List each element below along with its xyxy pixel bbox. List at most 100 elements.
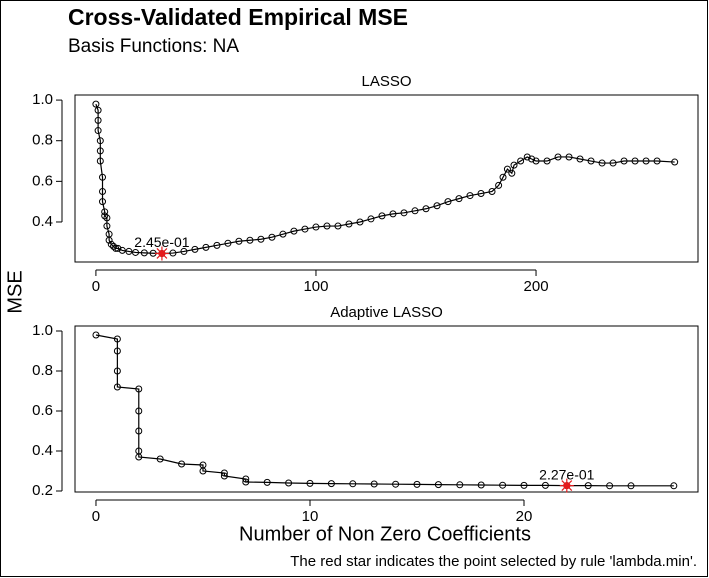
data-point — [413, 480, 421, 488]
data-point — [543, 157, 551, 165]
data-point — [246, 236, 254, 244]
data-point — [444, 198, 452, 206]
data-point — [135, 453, 143, 461]
data-point — [135, 407, 143, 415]
data-point — [620, 157, 628, 165]
data-point — [99, 198, 107, 206]
data-point — [94, 106, 102, 114]
data-point — [101, 212, 109, 220]
data-point — [517, 157, 525, 165]
data-point — [220, 469, 228, 477]
data-point — [422, 205, 430, 213]
panel-title: LASSO — [361, 73, 411, 90]
data-point — [279, 230, 287, 238]
data-point — [532, 157, 540, 165]
data-point — [400, 209, 408, 217]
data-point — [510, 161, 518, 169]
data-point — [113, 347, 121, 355]
data-point — [370, 480, 378, 488]
data-point — [118, 246, 126, 254]
data-point — [103, 222, 111, 230]
data-point — [191, 245, 199, 253]
data-point — [301, 225, 309, 233]
x-tick-label: 100 — [303, 278, 328, 295]
data-point — [285, 479, 293, 487]
data-point — [242, 475, 250, 483]
data-point — [378, 212, 386, 220]
data-point — [356, 218, 364, 226]
data-point — [434, 481, 442, 489]
data-point — [345, 220, 353, 228]
data-point — [523, 153, 531, 161]
data-point — [202, 243, 210, 251]
data-point — [113, 335, 121, 343]
data-point — [456, 481, 464, 489]
y-tick-label: 0.6 — [32, 172, 53, 189]
y-tick-label: 0.8 — [32, 362, 53, 379]
data-point — [576, 155, 584, 163]
data-point — [101, 208, 109, 216]
data-point — [653, 157, 661, 165]
data-point — [598, 159, 606, 167]
data-point — [554, 153, 562, 161]
x-tick-label: 20 — [516, 508, 533, 525]
data-point — [220, 472, 228, 480]
data-point — [235, 237, 243, 245]
data-point — [627, 482, 635, 490]
data-point — [499, 481, 507, 489]
data-point — [113, 383, 121, 391]
data-point — [96, 147, 104, 155]
data-point — [242, 478, 250, 486]
data-point — [642, 157, 650, 165]
selected-label: 2.27e-01 — [539, 466, 594, 482]
data-point — [99, 173, 107, 181]
data-point — [587, 157, 595, 165]
y-tick-label: 0.4 — [32, 442, 53, 459]
data-point — [125, 247, 133, 255]
data-point — [508, 169, 516, 177]
x-axis-label: Number of Non Zero Coefficients — [239, 523, 531, 545]
data-point — [671, 158, 679, 166]
data-point — [268, 233, 276, 241]
data-point — [606, 482, 614, 490]
data-point — [96, 157, 104, 165]
y-axis-label: MSE — [4, 270, 26, 313]
chart-title: Cross-Validated Empirical MSE — [68, 4, 408, 30]
data-point — [520, 481, 528, 489]
data-point — [433, 202, 441, 210]
data-point — [103, 214, 111, 222]
data-point — [263, 478, 271, 486]
data-point — [411, 207, 419, 215]
data-point — [113, 367, 121, 375]
data-point — [565, 153, 573, 161]
y-tick-label: 0.8 — [32, 132, 53, 149]
data-point — [135, 385, 143, 393]
data-point — [169, 249, 177, 257]
data-point — [105, 236, 113, 244]
data-point — [609, 159, 617, 167]
data-point — [94, 116, 102, 124]
data-point — [631, 157, 639, 165]
x-tick-label: 10 — [302, 508, 319, 525]
x-tick-label: 0 — [92, 278, 100, 295]
data-point — [92, 331, 100, 339]
data-point — [94, 127, 102, 135]
data-point — [528, 155, 536, 163]
data-point — [112, 244, 120, 252]
data-point — [477, 190, 485, 198]
data-point — [290, 227, 298, 235]
data-point — [670, 482, 678, 490]
data-point — [392, 480, 400, 488]
selected-label: 2.45e-01 — [134, 234, 189, 250]
y-tick-label: 1.0 — [32, 322, 53, 339]
plot-box — [74, 325, 699, 493]
data-point — [455, 195, 463, 203]
data-point — [110, 242, 118, 250]
data-point — [199, 467, 207, 475]
panel-title: Adaptive LASSO — [330, 304, 443, 321]
data-point — [323, 222, 331, 230]
data-point — [503, 165, 511, 173]
data-point — [488, 188, 496, 196]
